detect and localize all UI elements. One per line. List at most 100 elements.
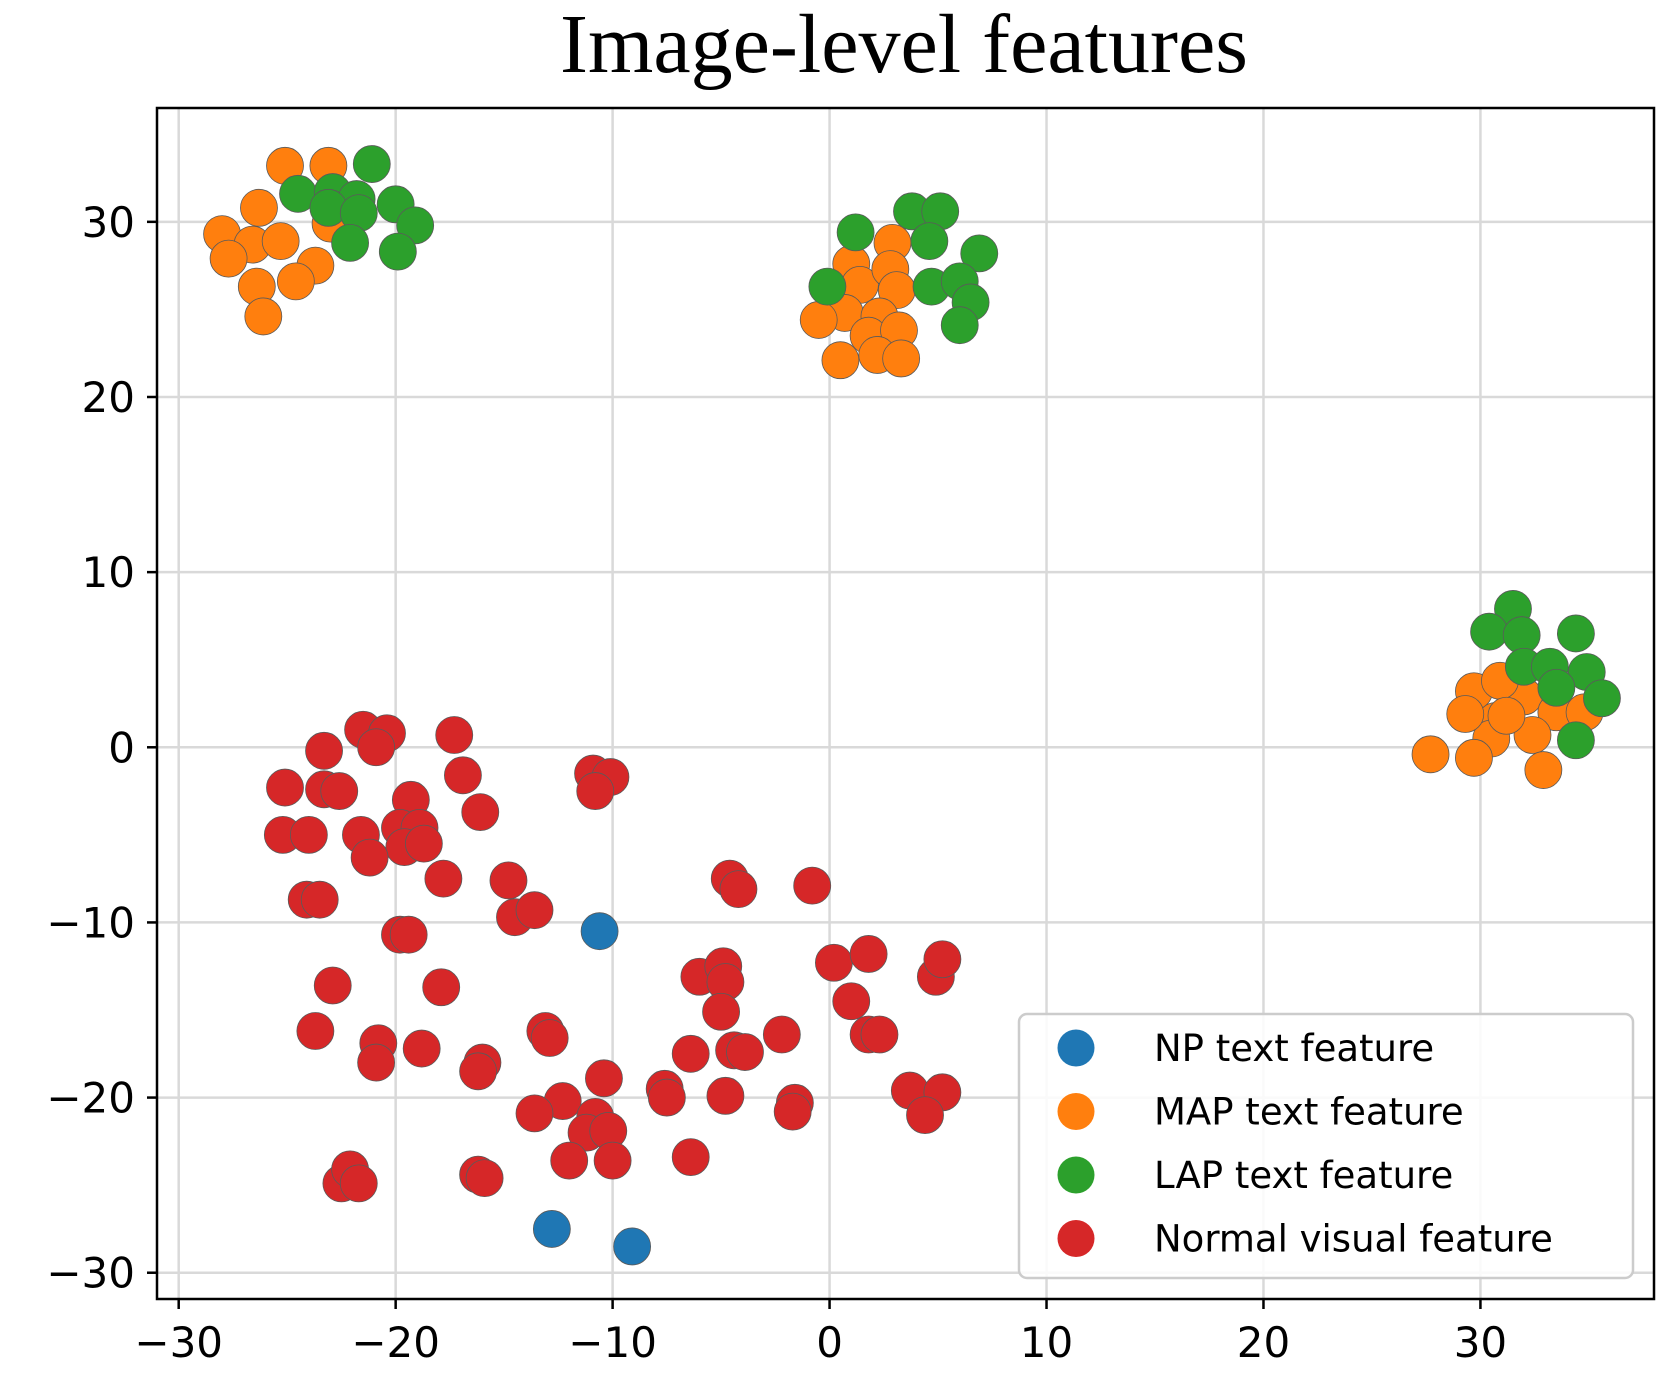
data-point	[940, 306, 979, 345]
data-point	[1524, 751, 1563, 789]
legend-frame	[1017, 1012, 1635, 1280]
data-point	[489, 861, 528, 900]
data-point	[357, 728, 396, 767]
data-point	[1537, 668, 1576, 707]
data-point	[300, 880, 339, 919]
y-tick-label: 30	[82, 198, 135, 247]
plot-frame	[155, 106, 1656, 1301]
data-point	[515, 1094, 554, 1133]
data-point	[296, 1012, 335, 1050]
data-point	[923, 940, 962, 979]
x-tick-label: 0	[816, 1318, 843, 1367]
data-point	[860, 1015, 899, 1054]
data-point	[320, 772, 359, 810]
data-point	[289, 815, 328, 854]
series-0	[532, 912, 652, 1266]
data-point	[585, 1059, 623, 1098]
data-point	[1446, 695, 1485, 733]
legend-marker	[1057, 1093, 1095, 1130]
data-point	[808, 267, 847, 306]
x-tick-label: −30	[134, 1318, 223, 1367]
data-point	[435, 716, 474, 754]
data-point	[849, 935, 888, 973]
data-point	[647, 1078, 686, 1117]
data-point	[444, 756, 482, 795]
x-tick-label: 20	[1237, 1318, 1290, 1367]
data-point	[424, 859, 463, 898]
data-point	[331, 223, 369, 262]
legend-label: LAP text feature	[1154, 1154, 1453, 1197]
data-point	[1556, 721, 1595, 760]
data-point	[240, 188, 278, 227]
data-point	[532, 1210, 571, 1248]
data-point	[305, 731, 343, 770]
data-point	[209, 239, 248, 278]
data-point	[357, 1043, 396, 1082]
x-tick-label: 30	[1454, 1318, 1507, 1367]
data-point	[906, 1096, 944, 1134]
series-2	[279, 145, 1621, 760]
legend-marker	[1057, 1156, 1095, 1194]
data-point	[378, 232, 417, 271]
x-tick-label: −10	[568, 1318, 657, 1367]
data-point	[671, 1138, 710, 1177]
data-point	[1411, 735, 1450, 774]
data-point	[550, 1141, 589, 1180]
data-point	[726, 1033, 764, 1071]
y-tick-label: 10	[82, 548, 135, 597]
legend-label: Normal visual feature	[1154, 1218, 1553, 1261]
data-point	[613, 1227, 652, 1266]
legend: NP text feature MAP text feature LAP text …	[1017, 1012, 1635, 1280]
data-point	[576, 772, 615, 810]
data-point	[276, 262, 315, 301]
legend-label: NP text feature	[1154, 1027, 1434, 1070]
data-point	[1556, 614, 1595, 653]
data-point	[793, 866, 832, 905]
data-point	[671, 1034, 710, 1073]
legend-marker	[1057, 1029, 1095, 1067]
data-point	[1470, 612, 1509, 651]
data-point	[706, 1076, 745, 1115]
data-point	[960, 234, 999, 273]
data-point	[244, 297, 283, 336]
x-tick-label: 10	[1020, 1318, 1073, 1367]
data-point	[836, 213, 875, 252]
axis-ticks: −30 −20 −10 0 10 20 30 −30 −20 −10 0 10 20 30	[46, 198, 1507, 1367]
data-point	[530, 1019, 569, 1057]
y-tick-label: 0	[108, 723, 135, 772]
data-point	[339, 1164, 378, 1203]
data-point	[459, 1052, 497, 1091]
data-point	[821, 341, 860, 380]
data-point	[719, 870, 758, 909]
data-point	[580, 912, 619, 951]
y-tick-label: −10	[46, 898, 135, 947]
data-point	[1513, 716, 1552, 754]
data-point	[773, 1092, 812, 1131]
data-point	[832, 982, 871, 1021]
data-point	[762, 1015, 801, 1054]
chart-title: Image-level features	[560, 0, 1248, 91]
y-tick-label: 20	[82, 373, 135, 422]
data-point	[389, 915, 428, 954]
data-point	[593, 1141, 632, 1180]
data-point	[404, 824, 443, 863]
data-point	[261, 222, 300, 261]
data-point	[465, 1159, 504, 1198]
data-point	[1583, 679, 1621, 718]
data-points	[203, 145, 1621, 1266]
y-tick-label: −30	[46, 1249, 135, 1298]
legend-marker	[1057, 1220, 1095, 1257]
data-point	[799, 301, 838, 339]
legend-label: MAP text feature	[1154, 1091, 1464, 1134]
data-point	[882, 339, 921, 378]
data-point	[350, 838, 389, 877]
data-point	[313, 966, 352, 1005]
data-point	[1487, 696, 1526, 735]
data-point	[910, 222, 949, 261]
y-tick-label: −20	[46, 1074, 135, 1123]
data-point	[266, 768, 304, 807]
data-point	[815, 943, 853, 982]
data-point	[402, 1029, 441, 1068]
data-point	[515, 891, 554, 930]
